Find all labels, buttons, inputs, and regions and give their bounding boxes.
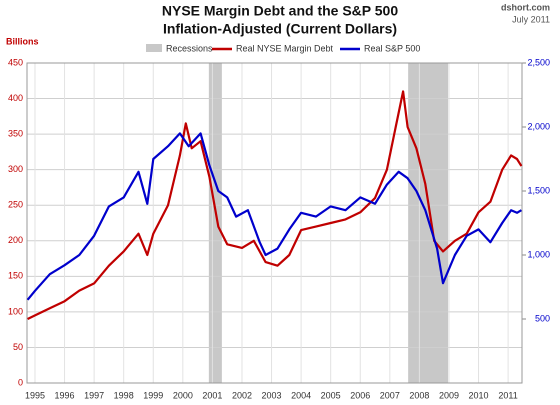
x-tick-label: 2000 [173, 390, 193, 400]
x-tick-label: 2002 [232, 390, 252, 400]
x-tick-label: 2004 [291, 390, 311, 400]
series-line [27, 90, 523, 320]
y2-tick-label: 2,500 [527, 57, 550, 67]
chart-subtitle: Inflation-Adjusted (Current Dollars) [163, 21, 397, 37]
source: dshort.com [501, 2, 550, 12]
legend-swatch [146, 44, 162, 52]
x-tick-label: 1996 [55, 390, 75, 400]
y-tick-label: 200 [8, 235, 23, 245]
legend-label: Recessions [166, 43, 213, 53]
recession-band [208, 63, 222, 383]
x-tick-label: 2010 [469, 390, 489, 400]
x-tick-label: 2009 [439, 390, 459, 400]
x-tick-label: 1998 [114, 390, 134, 400]
date: July 2011 [512, 14, 550, 24]
x-tick-label: 2005 [321, 390, 341, 400]
x-tick-label: 2006 [350, 390, 370, 400]
y2-tick-label: 2,000 [527, 121, 550, 131]
legend-label: Real S&P 500 [364, 43, 420, 53]
y-tick-label: 350 [8, 128, 23, 138]
y-axis-label: Billions [6, 36, 39, 46]
y-tick-label: 100 [8, 306, 23, 316]
y-tick-label: 50 [13, 342, 23, 352]
y2-tick-label: 1,000 [527, 249, 550, 259]
y-tick-label: 400 [8, 93, 23, 103]
y-tick-label: 150 [8, 271, 23, 281]
x-tick-label: 1997 [84, 390, 104, 400]
x-tick-label: 2007 [380, 390, 400, 400]
x-tick-label: 1999 [143, 390, 163, 400]
x-tick-label: 2011 [498, 390, 517, 400]
chart-title: NYSE Margin Debt and the S&P 500 [162, 3, 398, 19]
legend-label: Real NYSE Margin Debt [236, 43, 334, 53]
y-tick-label: 450 [8, 57, 23, 67]
x-tick-label: 2008 [409, 390, 429, 400]
y2-tick-label: 1,500 [527, 185, 550, 195]
x-tick-label: 2001 [202, 390, 222, 400]
y-tick-label: 0 [18, 377, 23, 387]
y2-tick-label: 500 [535, 313, 550, 323]
series-line [26, 132, 522, 301]
plot-frame [26, 62, 523, 384]
x-tick-label: 1995 [25, 390, 45, 400]
x-tick-label: 2003 [262, 390, 282, 400]
y-tick-label: 250 [8, 200, 23, 210]
y-tick-label: 300 [8, 164, 23, 174]
